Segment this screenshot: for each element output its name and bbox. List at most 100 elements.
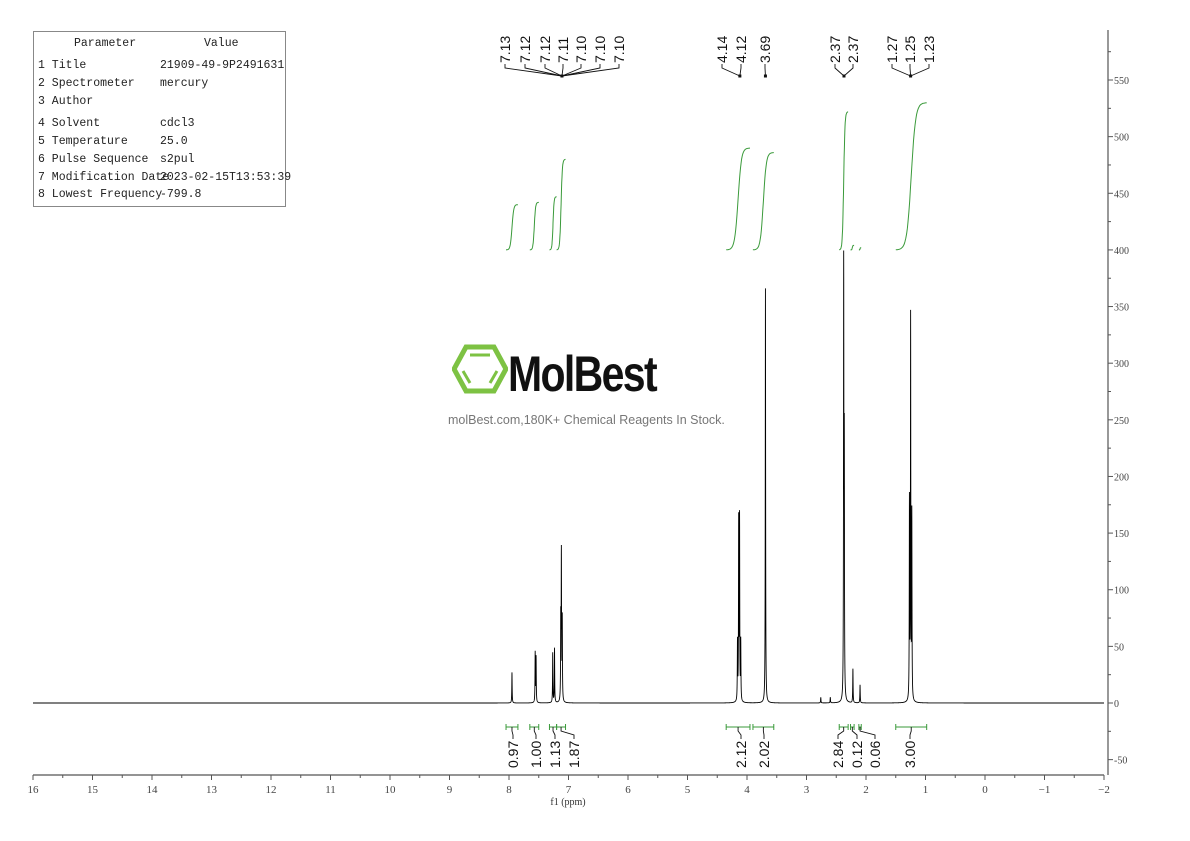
integral-value: 0.97 (505, 741, 521, 768)
peak-label: 4.12 (733, 36, 749, 63)
x-tick-label: 6 (625, 784, 631, 796)
peak-label-connector (561, 64, 601, 77)
integral-value: 1.87 (566, 741, 582, 768)
x-tick-label: 10 (385, 784, 397, 796)
integral-curve (752, 152, 774, 251)
table-header-value: Value (204, 37, 239, 50)
x-tick-label: 4 (744, 784, 750, 796)
peak-label-anchor (560, 74, 564, 78)
integral-value: 1.00 (528, 741, 544, 768)
integral-label-leader (511, 727, 514, 739)
x-tick-label: 1 (923, 784, 929, 796)
y-tick-label: -50 (1114, 756, 1127, 767)
integral-value: 1.13 (547, 741, 563, 768)
peak-label-connector (561, 64, 564, 77)
integral-curve (858, 247, 862, 251)
peak-label-connector (739, 64, 742, 77)
integral-curve (838, 111, 849, 251)
peak-label: 4.14 (714, 36, 730, 63)
y-tick-label: 250 (1114, 416, 1129, 427)
peak-label-anchor (842, 74, 846, 78)
integral-label-leader (837, 727, 845, 739)
integral-curve (506, 204, 518, 251)
table-row-value: 25.0 (160, 135, 188, 148)
y-tick-label: 550 (1114, 76, 1129, 87)
y-tick-label: 350 (1114, 303, 1129, 314)
peak-label-anchor (909, 74, 913, 78)
integral-label-leader (533, 727, 537, 739)
peak-label: 1.25 (902, 36, 918, 63)
peak-label-connector (721, 64, 741, 77)
peak-label-connector (834, 64, 845, 77)
x-tick-label: −2 (1098, 784, 1110, 796)
integral-value: 0.12 (849, 741, 865, 768)
y-tick-label: 400 (1114, 246, 1129, 257)
x-tick-label: 5 (685, 784, 691, 796)
table-row-label: 1 Title (38, 59, 87, 72)
table-row-value: mercury (160, 77, 209, 90)
integral-value: 0.06 (867, 741, 883, 768)
integral-label-leader (859, 727, 876, 739)
table-row-value: -799.8 (160, 188, 202, 201)
y-tick-label: 0 (1114, 699, 1119, 710)
peak-label: 1.23 (921, 36, 937, 63)
x-tick-label: 12 (266, 784, 277, 796)
x-tick-label: 14 (147, 784, 159, 796)
y-tick-label: 100 (1114, 586, 1129, 597)
x-tick-label: 0 (982, 784, 988, 796)
peak-label-connector (909, 64, 912, 77)
peak-label: 7.13 (497, 36, 513, 63)
peak-label-connector (910, 64, 930, 77)
x-tick-label: 13 (206, 784, 218, 796)
table-row-label: 3 Author (38, 95, 94, 108)
peak-labels: 7.13 7.12 7.12 7.11 7.10 7.10 7.10 4.14 4.12 3.69… (497, 36, 937, 78)
integral-curve (556, 158, 566, 251)
integral-value: 3.00 (902, 741, 918, 768)
x-tick-label: 2 (863, 784, 869, 796)
integral-curve (895, 102, 927, 251)
table-row-value: 2023-02-15T13:53:39 (160, 171, 292, 184)
spectrum-line (33, 250, 1104, 704)
peak-label-anchor (763, 74, 767, 78)
peak-label-connector (504, 64, 563, 77)
y-tick-label: 200 (1114, 472, 1129, 483)
peak-label: 2.37 (845, 36, 861, 63)
peak-label: 7.12 (517, 36, 533, 63)
watermark-brand: MolBest (508, 346, 658, 402)
peak-label: 2.37 (827, 36, 843, 63)
x-tick-label: −1 (1039, 784, 1051, 796)
x-tick-label: 7 (566, 784, 572, 796)
peak-label: 7.10 (573, 36, 589, 63)
parameter-table: Parameter Value 1 Title 21909-49-9P249163… (33, 31, 291, 207)
x-tick-label: 9 (447, 784, 453, 796)
integral-label-leader (737, 727, 742, 739)
integral-value: 2.02 (756, 741, 772, 768)
axes: 16 15 14 13 12 11 10 9 8 7 6 5 4 3 2 1 0 −1 −2-50050100150… (28, 30, 1129, 796)
integral-curves (506, 102, 927, 251)
peak-label: 7.10 (611, 36, 627, 63)
integral-curve (850, 244, 855, 251)
integral-labels: 0.97 1.00 1.13 1.87 2.12 2.02 2.84 0.12 0.06 3.00 (505, 724, 928, 768)
peak-label: 7.11 (555, 37, 571, 63)
peak-label: 7.10 (592, 36, 608, 63)
x-tick-label: 8 (506, 784, 512, 796)
x-tick-label: 3 (804, 784, 810, 796)
table-row-label: 8 Lowest Frequency (38, 188, 163, 201)
table-row-value: 21909-49-9P2491631 (160, 59, 285, 72)
benzene-logo-icon (452, 344, 508, 394)
y-tick-label: 500 (1114, 133, 1129, 144)
y-tick-label: 50 (1114, 642, 1124, 653)
y-tick-label: 450 (1114, 189, 1129, 200)
peak-label-anchor (738, 74, 742, 78)
peak-label-connector (561, 64, 620, 77)
peak-label-connector (524, 64, 563, 77)
integral-label-leader (851, 727, 858, 739)
integral-value: 2.12 (733, 741, 749, 768)
y-tick-label: 300 (1114, 359, 1129, 370)
table-row-label: 7 Modification Date (38, 171, 170, 184)
peak-label: 1.27 (884, 36, 900, 63)
table-row-label: 5 Temperature (38, 135, 128, 148)
integral-label-leader (909, 727, 912, 739)
integral-curve (549, 196, 557, 251)
